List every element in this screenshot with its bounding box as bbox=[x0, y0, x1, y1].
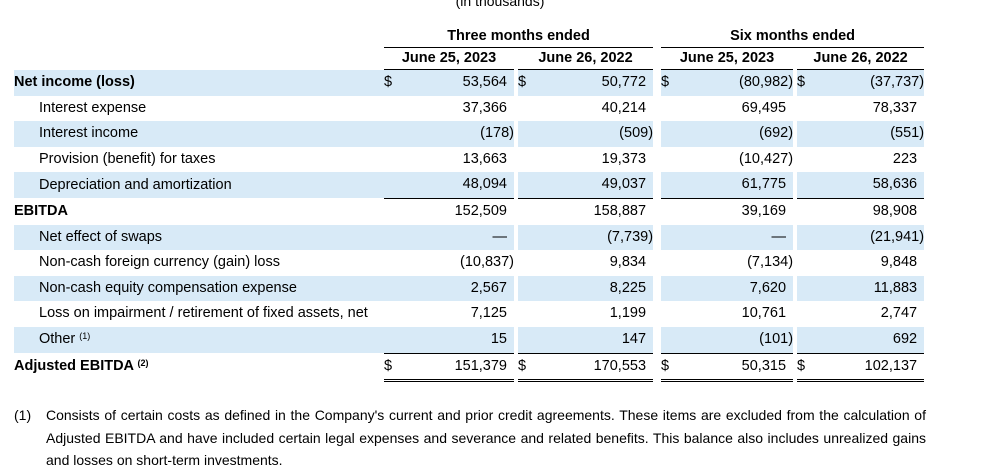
cell-value: (101) bbox=[681, 326, 794, 354]
table-row-fx: Non-cash foreign currency (gain) loss (1… bbox=[14, 250, 924, 276]
table-row-interest-expense: Interest expense 37,366 40,214 69,495 78… bbox=[14, 96, 924, 122]
cell-value: 1,199 bbox=[609, 305, 647, 322]
cell-value: (80,982) bbox=[681, 69, 794, 96]
currency-symbol: $ bbox=[518, 69, 538, 96]
currency-symbol: $ bbox=[797, 352, 818, 383]
table-row-ebitda: EBITDA 152,509 158,887 39,169 98,908 bbox=[14, 197, 925, 225]
cell-value: 102,137 bbox=[817, 352, 925, 383]
group-header-six-months: Six months ended bbox=[661, 26, 925, 48]
row-label: Net income (loss) bbox=[14, 69, 384, 96]
table-row-swaps: Net effect of swaps — (7,739) — (21,941) bbox=[14, 224, 925, 251]
currency-symbol: $ bbox=[384, 69, 404, 96]
cell-value: 37,366 bbox=[462, 99, 507, 116]
cell-value: 39,169 bbox=[681, 197, 794, 225]
cell-value: 19,373 bbox=[601, 150, 647, 167]
currency-symbol: $ bbox=[797, 69, 818, 96]
cell-value: (10,427) bbox=[739, 150, 794, 167]
cell-value: — bbox=[404, 224, 514, 251]
currency-symbol: $ bbox=[661, 69, 682, 96]
table-row-impairment: Loss on impairment / retirement of fixed… bbox=[14, 301, 924, 327]
table-row-equity-comp: Non-cash equity compensation expense 2,5… bbox=[14, 275, 925, 302]
ebitda-reconciliation-table: Three months ended Six months ended June… bbox=[14, 26, 925, 383]
cell-value: 223 bbox=[892, 150, 918, 167]
cell-value: (7,134) bbox=[747, 254, 794, 271]
cell-value: 69,495 bbox=[741, 99, 787, 116]
column-header: June 25, 2023 bbox=[384, 47, 514, 70]
cell-value: 7,125 bbox=[470, 305, 507, 322]
cell-value: (692) bbox=[681, 121, 794, 147]
cell-value: 152,509 bbox=[404, 197, 514, 225]
cell-value: 13,663 bbox=[462, 150, 507, 167]
row-label: Net effect of swaps bbox=[14, 224, 384, 251]
footnote-ref: (2) bbox=[137, 358, 149, 369]
currency-symbol: $ bbox=[384, 352, 404, 383]
currency-symbol: $ bbox=[661, 352, 682, 383]
row-label: Interest income bbox=[14, 121, 384, 147]
cell-value: 10,761 bbox=[741, 305, 787, 322]
cell-value: 48,094 bbox=[404, 172, 514, 199]
cell-value: — bbox=[681, 224, 794, 251]
cell-value: 53,564 bbox=[404, 69, 514, 96]
cell-value: 147 bbox=[538, 326, 654, 354]
cell-value: (21,941) bbox=[817, 224, 925, 251]
cell-value: 151,379 bbox=[404, 352, 514, 383]
row-label: Provision (benefit) for taxes bbox=[39, 150, 216, 167]
group-header-three-months: Three months ended bbox=[384, 26, 654, 48]
cell-value: 61,775 bbox=[681, 172, 794, 199]
table-row-net-income: Net income (loss) $ 53,564 $ 50,772 $ (8… bbox=[14, 69, 925, 96]
cell-value: 98,908 bbox=[817, 197, 925, 225]
cell-value: 49,037 bbox=[538, 172, 654, 199]
row-label: Adjusted EBITDA (2) bbox=[14, 353, 384, 381]
cell-value: 8,225 bbox=[538, 275, 654, 302]
cell-value: 40,214 bbox=[601, 99, 647, 116]
column-header: June 25, 2023 bbox=[661, 47, 794, 70]
cell-value: 692 bbox=[817, 326, 925, 354]
table-row-interest-income: Interest income (178) (509) (692) (551) bbox=[14, 121, 925, 147]
cell-value: (551) bbox=[817, 121, 925, 147]
row-label: Other (1) bbox=[14, 326, 384, 354]
cell-value: 2,747 bbox=[880, 305, 918, 322]
row-label: Loss on impairment / retirement of fixed… bbox=[39, 305, 368, 322]
table-row-depreciation: Depreciation and amortization 48,094 49,… bbox=[14, 172, 925, 199]
cell-value: (178) bbox=[404, 121, 514, 147]
row-label: Non-cash equity compensation expense bbox=[14, 275, 384, 302]
row-label: Depreciation and amortization bbox=[14, 172, 384, 199]
currency-symbol: $ bbox=[518, 352, 538, 383]
units-caption: (in thousands) bbox=[455, 0, 545, 9]
column-header: June 26, 2022 bbox=[518, 47, 654, 70]
footnote: (1) Consists of certain costs as defined… bbox=[14, 404, 926, 472]
cell-value: 78,337 bbox=[872, 99, 918, 116]
cell-value: 7,620 bbox=[681, 275, 794, 302]
cell-value: 2,567 bbox=[404, 275, 514, 302]
table-row-other: Other (1) 15 147 (101) 692 bbox=[14, 326, 925, 354]
cell-value: (10,837) bbox=[459, 254, 514, 271]
table-row-taxes: Provision (benefit) for taxes 13,663 19,… bbox=[14, 147, 924, 173]
footnote-text: Consists of certain costs as defined in … bbox=[46, 407, 926, 468]
row-label-text: Other bbox=[39, 331, 76, 348]
column-header: June 26, 2022 bbox=[797, 47, 925, 70]
cell-value: 50,772 bbox=[538, 69, 654, 96]
cell-value: 170,553 bbox=[538, 352, 654, 383]
cell-value: 58,636 bbox=[817, 172, 925, 199]
footnote-ref: (1) bbox=[79, 331, 91, 342]
cell-value: (37,737) bbox=[817, 69, 925, 96]
cell-value: (7,739) bbox=[538, 224, 654, 251]
cell-value: 15 bbox=[404, 326, 514, 354]
row-label-text: Adjusted EBITDA bbox=[14, 358, 134, 375]
row-label: Interest expense bbox=[39, 99, 147, 116]
cell-value: 9,848 bbox=[880, 254, 918, 271]
cell-value: (509) bbox=[538, 121, 654, 147]
footnote-marker: (1) bbox=[14, 407, 32, 423]
table-row-adjusted-ebitda: Adjusted EBITDA (2) $ 151,379 $ 170,553 … bbox=[14, 352, 925, 383]
cell-value: 11,883 bbox=[817, 275, 925, 302]
cell-value: 9,834 bbox=[609, 254, 647, 271]
row-label: EBITDA bbox=[14, 202, 68, 219]
row-label: Non-cash foreign currency (gain) loss bbox=[39, 254, 280, 271]
cell-value: 50,315 bbox=[681, 352, 794, 383]
cell-value: 158,887 bbox=[538, 197, 654, 225]
